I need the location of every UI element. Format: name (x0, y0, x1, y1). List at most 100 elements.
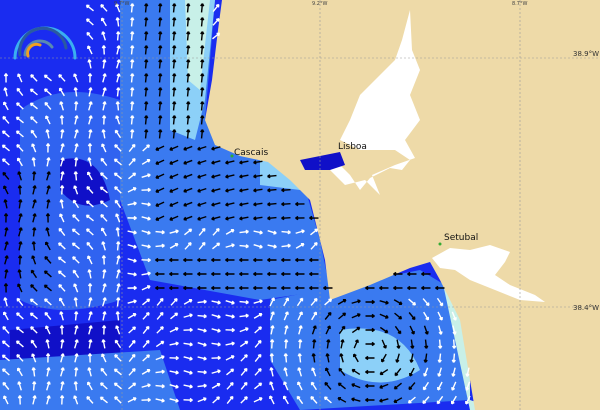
current-arrow (169, 201, 179, 207)
current-arrow (311, 325, 317, 335)
current-arrow (340, 339, 345, 349)
current-arrow (86, 185, 94, 194)
current-arrow (156, 297, 164, 306)
current-arrow (130, 115, 135, 125)
current-arrow (186, 31, 191, 41)
current-arrow (29, 298, 38, 306)
current-arrow (211, 188, 221, 193)
current-arrow (200, 115, 205, 125)
current-arrow (142, 312, 150, 320)
lon-label: 9.2°W (312, 1, 327, 7)
current-arrow (452, 339, 457, 349)
current-arrow (422, 396, 430, 405)
current-arrow (254, 368, 262, 376)
current-arrow (2, 325, 10, 334)
current-arrow (169, 327, 179, 333)
current-arrow (311, 353, 316, 363)
current-arrow (130, 3, 135, 13)
current-arrow (128, 353, 136, 362)
current-arrow (142, 298, 151, 306)
current-arrow (43, 284, 52, 292)
place-label-cascais[interactable]: Cascais (234, 148, 268, 158)
current-arrow (155, 201, 165, 207)
current-arrow (267, 202, 277, 207)
current-arrow (155, 384, 165, 389)
current-arrow (169, 384, 179, 389)
current-arrow (225, 341, 235, 346)
current-arrow (141, 397, 151, 403)
current-arrow (295, 229, 305, 234)
current-arrow (325, 367, 331, 377)
current-arrow (116, 283, 121, 293)
current-arrow (116, 73, 121, 83)
current-arrow (337, 382, 346, 390)
current-arrow (74, 325, 79, 335)
current-arrow (130, 59, 135, 69)
current-arrow (309, 271, 319, 277)
current-arrow (158, 73, 163, 83)
current-arrow (32, 381, 37, 391)
current-arrow (172, 129, 177, 139)
current-arrow (155, 243, 165, 248)
current-arrow (183, 271, 193, 277)
current-arrow (87, 157, 92, 167)
current-arrow (297, 367, 303, 377)
current-arrow (17, 73, 23, 83)
current-arrow (186, 129, 191, 139)
current-arrow (337, 298, 347, 305)
current-arrow (73, 73, 79, 83)
current-arrow (309, 215, 319, 221)
current-arrow (284, 325, 289, 335)
current-arrow (465, 367, 470, 377)
current-arrow (58, 284, 66, 292)
current-arrow (253, 160, 263, 165)
current-arrow (127, 215, 137, 221)
current-arrow (141, 173, 151, 178)
current-arrow (102, 311, 107, 321)
current-arrow (100, 214, 108, 222)
current-arrow (297, 311, 303, 321)
current-arrow (281, 216, 291, 221)
current-arrow (169, 243, 179, 249)
current-arrow (16, 354, 24, 362)
current-arrow (365, 313, 375, 319)
current-arrow (74, 353, 79, 363)
current-arrow (297, 353, 302, 363)
place-label-setubal[interactable]: Setubal (444, 233, 478, 243)
current-arrow (113, 158, 122, 166)
current-arrow (45, 325, 51, 335)
current-arrow (200, 3, 205, 13)
current-arrow (73, 185, 79, 195)
current-arrow (226, 395, 234, 404)
current-arrow (144, 129, 149, 139)
current-arrow (254, 353, 262, 362)
current-arrow (127, 285, 137, 291)
current-arrow (86, 31, 94, 40)
current-arrow (88, 129, 93, 139)
current-arrow (211, 369, 221, 374)
current-arrow (85, 214, 94, 222)
current-arrow (1, 340, 10, 348)
current-arrow (200, 101, 205, 111)
current-arrow (200, 129, 205, 139)
current-arrow (74, 143, 79, 153)
current-arrow (170, 298, 178, 306)
current-arrow (155, 159, 165, 165)
current-speed-arc-icon[interactable] (13, 26, 77, 60)
current-arrow (43, 74, 52, 82)
current-arrow (186, 115, 191, 125)
current-arrow (183, 173, 193, 179)
current-arrow (30, 339, 38, 349)
place-label-lisboa[interactable]: Lisboa (338, 142, 367, 152)
current-arrow (169, 398, 179, 403)
current-arrow (16, 157, 23, 167)
current-arrow (102, 87, 107, 97)
current-arrow (183, 342, 193, 347)
current-arrow (100, 367, 108, 376)
current-arrow (379, 398, 389, 403)
current-arrow (183, 215, 193, 221)
current-arrow (99, 396, 108, 404)
current-arrow (211, 382, 221, 389)
